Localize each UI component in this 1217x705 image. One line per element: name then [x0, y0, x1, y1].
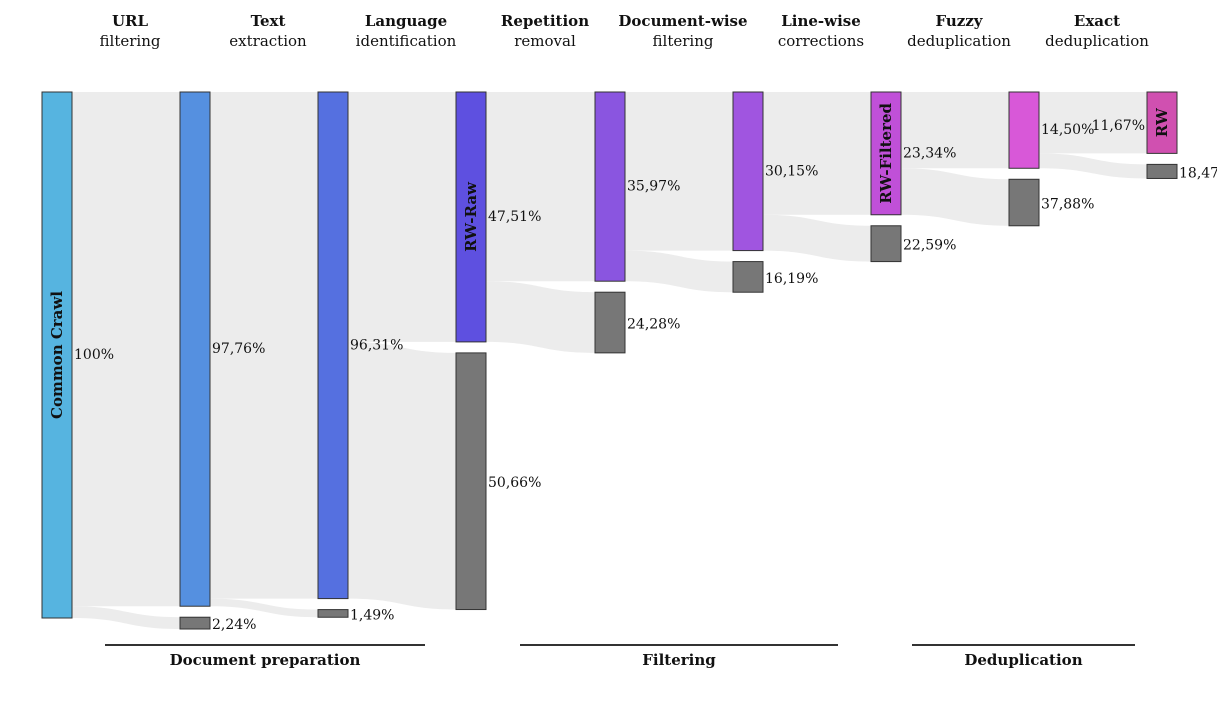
stage-header: deduplication — [907, 32, 1011, 50]
value-label: 35,97% — [627, 179, 680, 195]
value-label: 30,15% — [765, 163, 818, 179]
stage-header: identification — [356, 32, 457, 50]
stage-header: removal — [514, 32, 576, 50]
flow-removed — [210, 598, 318, 618]
stage-header: deduplication — [1045, 32, 1149, 50]
flow-removed — [625, 250, 733, 293]
stage-header: URL — [112, 12, 149, 30]
removed-bar — [179, 616, 211, 630]
removed-bar — [732, 261, 764, 293]
node-name: RW-Filtered — [877, 102, 895, 203]
stage-header: Exact — [1074, 12, 1120, 30]
stage-header: Fuzzy — [935, 12, 983, 30]
stage-header: Repetition — [501, 12, 589, 30]
flow-kept — [625, 92, 733, 251]
removed-bar — [1008, 178, 1040, 227]
flow-removed — [901, 168, 1009, 226]
node-name: RW — [1153, 107, 1171, 137]
removed-bar — [455, 352, 487, 611]
removed-bar — [1146, 163, 1178, 179]
value-label: 100% — [74, 347, 114, 363]
flow-removed — [486, 281, 595, 353]
flow-kept — [486, 92, 595, 282]
flow-kept — [72, 92, 180, 607]
value-label: 16,19% — [765, 271, 818, 287]
value-label: 50,66% — [488, 475, 541, 491]
group-label: Deduplication — [964, 651, 1082, 669]
value-label: 18,47% — [1179, 165, 1217, 181]
node-name: RW-Raw — [462, 181, 480, 252]
value-label: 1,49% — [350, 607, 394, 623]
flow-kept — [901, 92, 1009, 169]
kept-bar — [1146, 91, 1178, 154]
removed-bar — [870, 225, 902, 263]
flow-kept — [348, 92, 456, 342]
flow-removed — [1039, 153, 1147, 179]
flow-removed — [72, 606, 180, 629]
stage-header: Document-wise — [618, 12, 747, 30]
value-label: 97,76% — [212, 341, 265, 357]
value-label: 24,28% — [627, 317, 680, 333]
kept-bar — [1008, 91, 1040, 169]
flow-removed — [348, 341, 456, 610]
stage-header: filtering — [653, 32, 714, 50]
kept-bar — [455, 91, 487, 343]
stage-header: Line-wise — [781, 12, 861, 30]
value-label: 14,50% — [1041, 122, 1094, 138]
group-label: Document preparation — [170, 651, 361, 669]
kept-bar — [317, 91, 349, 600]
node-name: Common Crawl — [48, 291, 66, 419]
stage-header: filtering — [100, 32, 161, 50]
value-label: 96,31% — [350, 337, 403, 353]
group-label: Filtering — [642, 651, 716, 669]
kept-bar — [732, 91, 764, 252]
kept-bar — [870, 91, 902, 216]
stage-header: extraction — [229, 32, 307, 50]
value-label: 23,34% — [903, 145, 956, 161]
flow-kept — [210, 92, 318, 599]
flow-removed — [763, 214, 871, 262]
stage-header: Text — [251, 12, 286, 30]
stage-header: Language — [365, 12, 447, 30]
removed-bar — [317, 609, 349, 618]
value-label: 37,88% — [1041, 197, 1094, 213]
removed-bar — [594, 291, 626, 354]
flow-kept — [763, 92, 871, 215]
value-label: 11,67% — [1092, 118, 1145, 134]
value-label: 47,51% — [488, 209, 541, 225]
kept-bar — [179, 91, 211, 607]
kept-bar — [41, 91, 73, 619]
stage-header: corrections — [778, 32, 864, 50]
kept-bar — [594, 91, 626, 282]
value-label: 22,59% — [903, 238, 956, 254]
value-label: 2,24% — [212, 617, 256, 633]
flow-kept — [1039, 92, 1147, 154]
